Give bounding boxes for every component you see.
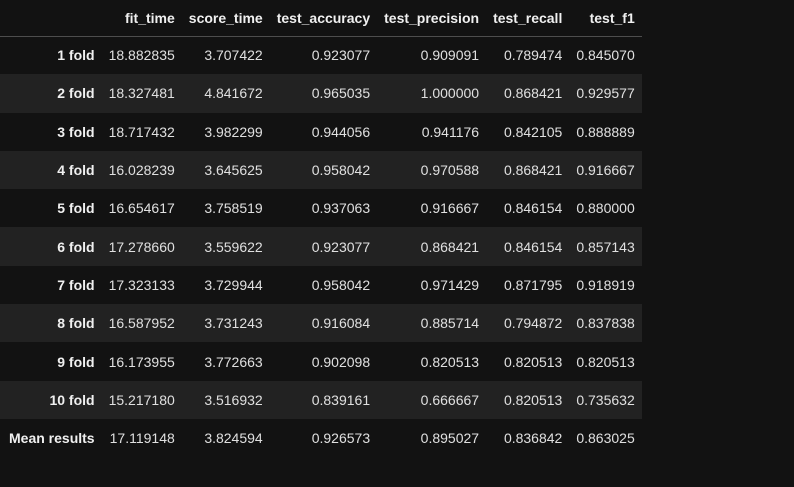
cell-fit-time: 18.717432 (108, 123, 175, 140)
table-row: 8 fold 16.587952 3.731243 0.916084 0.885… (0, 304, 642, 343)
cell-fit-time: 18.882835 (108, 47, 175, 64)
cell-test-f1: 0.845070 (576, 47, 635, 64)
cell-test-f1: 0.888889 (576, 123, 635, 140)
cell-test-f1: 0.880000 (576, 200, 635, 217)
table-row: 5 fold 16.654617 3.758519 0.937063 0.916… (0, 189, 642, 227)
column-header-test-precision: test_precision (377, 0, 487, 37)
cell-test-accuracy: 0.965035 (311, 85, 371, 102)
cell-test-f1: 0.837838 (576, 315, 635, 332)
cell-test-accuracy: 0.916084 (311, 315, 371, 332)
cell-test-precision: 1.000000 (420, 85, 480, 102)
cell-test-accuracy: 0.902098 (311, 353, 371, 370)
cell-test-accuracy: 0.958042 (311, 276, 371, 293)
cell-score-time: 3.516932 (204, 391, 263, 408)
table-row-mean: Mean results 17.119148 3.824594 0.926573… (0, 419, 642, 457)
index-header (0, 0, 102, 37)
cell-test-precision: 0.666667 (420, 391, 480, 408)
cell-fit-time: 17.119148 (109, 430, 175, 447)
cell-test-precision: 0.868421 (420, 238, 480, 255)
cell-test-precision: 0.971429 (420, 276, 480, 293)
cell-test-precision: 0.895027 (420, 430, 480, 447)
table-row: 3 fold 18.717432 3.982299 0.944056 0.941… (0, 113, 642, 151)
cell-score-time: 4.841672 (204, 85, 263, 102)
cell-test-recall: 0.789474 (503, 47, 563, 64)
cell-test-accuracy: 0.923077 (311, 238, 371, 255)
cell-test-recall: 0.871795 (503, 276, 563, 293)
cell-score-time: 3.559622 (204, 238, 263, 255)
cell-test-precision: 0.909091 (420, 47, 480, 64)
table-row: 4 fold 16.028239 3.645625 0.958042 0.970… (0, 150, 642, 190)
cell-test-recall: 0.836842 (503, 430, 563, 447)
cell-test-recall: 0.846154 (503, 200, 563, 217)
row-label: 6 fold (57, 238, 95, 255)
table-row: 6 fold 17.278660 3.559622 0.923077 0.868… (0, 227, 642, 266)
cell-test-f1: 0.857143 (576, 238, 635, 255)
cell-score-time: 3.731243 (204, 315, 263, 332)
cell-fit-time: 16.028239 (108, 162, 175, 179)
cell-score-time: 3.645625 (204, 162, 263, 179)
row-label: 9 fold (57, 353, 95, 370)
cell-fit-time: 17.323133 (108, 276, 175, 293)
cell-test-recall: 0.868421 (503, 85, 563, 102)
row-label: 2 fold (57, 85, 95, 102)
table-row: 9 fold 16.173955 3.772663 0.902098 0.820… (0, 342, 642, 380)
cell-score-time: 3.707422 (204, 47, 263, 64)
cell-test-recall: 0.846154 (503, 238, 563, 255)
cell-test-f1: 0.735632 (576, 391, 635, 408)
column-header-test-f1: test_f1 (569, 0, 642, 37)
cell-fit-time: 16.654617 (108, 200, 175, 217)
row-label: 10 fold (49, 391, 95, 408)
cell-fit-time: 15.217180 (108, 391, 175, 408)
cell-test-accuracy: 0.926573 (311, 430, 371, 447)
cell-test-precision: 0.916667 (420, 200, 480, 217)
cell-score-time: 3.824594 (204, 430, 263, 447)
cell-test-recall: 0.820513 (503, 391, 563, 408)
column-header-test-recall: test_recall (486, 0, 570, 37)
header-row: fit_time score_time test_accuracy test_p… (0, 0, 642, 37)
cell-test-precision: 0.820513 (420, 353, 480, 370)
cell-test-precision: 0.941176 (421, 123, 480, 140)
table-row: 1 fold 18.882835 3.707422 0.923077 0.909… (0, 36, 642, 74)
cell-score-time: 3.982299 (204, 123, 263, 140)
cell-score-time: 3.772663 (204, 353, 263, 370)
table-row: 2 fold 18.327481 4.841672 0.965035 1.000… (0, 74, 642, 113)
cell-test-f1: 0.820513 (576, 353, 635, 370)
cell-test-recall: 0.868421 (503, 162, 563, 179)
cell-fit-time: 16.173955 (108, 353, 175, 370)
cell-test-f1: 0.929577 (576, 85, 635, 102)
cell-test-f1: 0.916667 (576, 162, 635, 179)
cell-test-recall: 0.842105 (503, 123, 563, 140)
cell-test-recall: 0.794872 (503, 315, 563, 332)
cell-test-f1: 0.863025 (576, 430, 635, 447)
row-label: 5 fold (57, 200, 95, 217)
cell-fit-time: 16.587952 (108, 315, 175, 332)
cell-test-accuracy: 0.944056 (311, 123, 371, 140)
cell-test-accuracy: 0.937063 (311, 200, 371, 217)
cell-test-recall: 0.820513 (503, 353, 563, 370)
table-row: 7 fold 17.323133 3.729944 0.958042 0.971… (0, 266, 642, 304)
cell-fit-time: 17.278660 (108, 238, 175, 255)
cell-score-time: 3.729944 (204, 276, 263, 293)
results-dataframe: fit_time score_time test_accuracy test_p… (0, 0, 642, 457)
row-label: 3 fold (57, 123, 95, 140)
row-label: 1 fold (57, 47, 95, 64)
table-row: 10 fold 15.217180 3.516932 0.839161 0.66… (0, 380, 642, 419)
row-label: 7 fold (57, 276, 95, 293)
column-header-test-accuracy: test_accuracy (269, 0, 378, 37)
row-label: Mean results (9, 430, 95, 447)
cell-fit-time: 18.327481 (108, 85, 175, 102)
cell-score-time: 3.758519 (204, 200, 263, 217)
row-label: 4 fold (57, 162, 95, 179)
column-header-fit-time: fit_time (101, 0, 182, 37)
cell-test-precision: 0.885714 (420, 315, 480, 332)
cell-test-f1: 0.918919 (576, 276, 635, 293)
row-label: 8 fold (57, 315, 95, 332)
cell-test-accuracy: 0.839161 (311, 391, 371, 408)
column-header-score-time: score_time (181, 0, 270, 37)
cell-test-accuracy: 0.958042 (311, 162, 371, 179)
cell-test-accuracy: 0.923077 (311, 47, 371, 64)
cell-test-precision: 0.970588 (420, 162, 480, 179)
